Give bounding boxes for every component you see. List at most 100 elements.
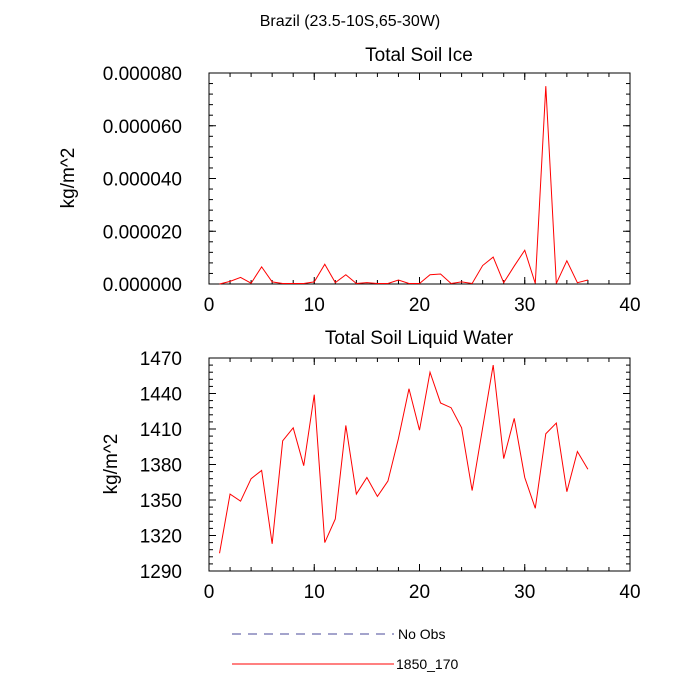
- x-tick-label: 10: [304, 295, 325, 316]
- y-tick-label: 1350: [140, 491, 182, 512]
- minor-ticks-total-soil-ice: [208, 72, 631, 285]
- y-tick-label: 0.000040: [103, 170, 182, 191]
- data-point: [429, 274, 430, 275]
- series-line-total-soil-liquid-water: [219, 365, 589, 554]
- data-point: [303, 283, 304, 284]
- x-tick-labels-total-soil-ice: 0 10 20 30 40: [204, 295, 641, 316]
- data-point: [587, 469, 588, 470]
- y-axis-label-total-soil-liquid-water: kg/m^2: [101, 434, 122, 495]
- data-point: [282, 283, 283, 284]
- data-point: [366, 282, 367, 283]
- data-point: [398, 279, 399, 280]
- panel-total-soil-liquid-water: Total Soil Liquid Water kg/m^2 0 10 20 30 40…: [101, 328, 641, 603]
- x-tick-label: 10: [304, 582, 325, 603]
- y-tick-label: 1290: [140, 562, 182, 583]
- data-point: [408, 388, 409, 389]
- plot-frame-total-soil-ice: [208, 72, 631, 285]
- data-point: [419, 430, 420, 431]
- data-point: [324, 264, 325, 265]
- data-point: [240, 277, 241, 278]
- data-point: [335, 282, 336, 283]
- y-tick-label: 1470: [140, 349, 182, 370]
- data-point: [272, 281, 273, 282]
- x-tick-label: 0: [204, 582, 215, 603]
- y-tick-labels-total-soil-liquid-water: 1290 1320 1350 1380 1410 1440 1470: [140, 349, 182, 583]
- x-tick-label: 0: [204, 295, 215, 316]
- data-point: [514, 265, 515, 266]
- data-point: [377, 496, 378, 497]
- y-tick-label: 0.000000: [103, 275, 182, 296]
- data-point: [356, 283, 357, 284]
- data-point: [503, 458, 504, 459]
- x-tick-label: 40: [619, 295, 640, 316]
- data-point: [324, 542, 325, 543]
- y-tick-label: 1320: [140, 527, 182, 548]
- data-point: [503, 282, 504, 283]
- data-point: [566, 491, 567, 492]
- data-point: [556, 283, 557, 284]
- legend: No Obs 1850_170: [232, 626, 459, 672]
- data-point: [450, 407, 451, 408]
- panel-title-total-soil-liquid-water: Total Soil Liquid Water: [325, 328, 514, 349]
- data-point: [366, 477, 367, 478]
- x-tick-label: 20: [409, 295, 430, 316]
- data-point: [408, 283, 409, 284]
- data-point: [387, 480, 388, 481]
- data-point: [461, 427, 462, 428]
- legend-label-no-obs: No Obs: [398, 626, 445, 642]
- series-line-total-soil-ice: [219, 86, 589, 285]
- data-point: [219, 283, 220, 284]
- x-tick-label: 40: [619, 582, 640, 603]
- data-point: [482, 427, 483, 428]
- data-point: [493, 256, 494, 257]
- data-point: [314, 281, 315, 282]
- data-point: [577, 282, 578, 283]
- data-point: [377, 283, 378, 284]
- data-point: [272, 543, 273, 544]
- y-tick-label: 1410: [140, 420, 182, 441]
- data-point: [345, 425, 346, 426]
- data-point: [261, 266, 262, 267]
- y-tick-label: 0.000080: [103, 64, 182, 85]
- data-point: [587, 279, 588, 280]
- data-point: [524, 477, 525, 478]
- data-point: [535, 283, 536, 284]
- data-point: [556, 422, 557, 423]
- major-ticks-total-soil-liquid-water: [208, 357, 631, 572]
- data-point: [219, 553, 220, 554]
- y-tick-label: 1440: [140, 385, 182, 406]
- data-point: [482, 265, 483, 266]
- data-point: [240, 501, 241, 502]
- data-point: [524, 250, 525, 251]
- panel-total-soil-ice: Total Soil Ice kg/m^2 0 10 20 30 40 0.000000…: [58, 45, 641, 316]
- data-point: [514, 418, 515, 419]
- y-tick-labels-total-soil-ice: 0.000000 0.000020 0.000040 0.000060 0.000080: [103, 64, 182, 296]
- data-point: [545, 433, 546, 434]
- legend-label-1850-170: 1850_170: [396, 656, 459, 672]
- data-point: [472, 283, 473, 284]
- data-point: [398, 438, 399, 439]
- data-point: [261, 470, 262, 471]
- y-tick-label: 0.000060: [103, 117, 182, 138]
- data-point: [535, 508, 536, 509]
- data-point: [472, 490, 473, 491]
- data-point: [229, 281, 230, 282]
- y-tick-label: 1380: [140, 456, 182, 477]
- x-tick-label: 30: [514, 582, 535, 603]
- data-point: [440, 273, 441, 274]
- data-point: [356, 493, 357, 494]
- series-layer-total-soil-ice: [219, 86, 589, 285]
- x-tick-label: 30: [514, 295, 535, 316]
- data-point: [229, 493, 230, 494]
- data-point: [387, 283, 388, 284]
- data-point: [450, 283, 451, 284]
- major-ticks-total-soil-ice: [208, 72, 631, 285]
- x-tick-label: 20: [409, 582, 430, 603]
- data-point: [314, 394, 315, 395]
- data-point: [293, 427, 294, 428]
- data-point: [303, 465, 304, 466]
- data-point: [493, 365, 494, 366]
- data-point: [251, 478, 252, 479]
- y-tick-label: 0.000020: [103, 222, 182, 243]
